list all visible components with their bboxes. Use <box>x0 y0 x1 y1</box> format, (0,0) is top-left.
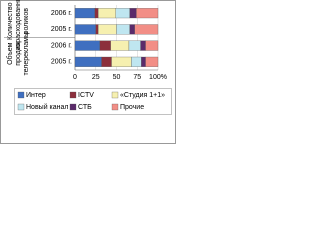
bar-segment <box>101 56 112 67</box>
legend-swatch <box>17 103 25 111</box>
x-tick-label: 25 <box>92 74 100 81</box>
bar-segment <box>99 40 111 51</box>
frame <box>0 0 176 144</box>
bar-segment <box>145 56 159 67</box>
y-tick-label: 2006 г. <box>51 10 72 17</box>
bar-segment <box>129 8 137 19</box>
group-label: телерекламы <box>23 32 30 76</box>
bar-segment <box>145 40 159 51</box>
x-tick-label: 75 <box>133 74 141 81</box>
legend-swatch <box>17 91 25 99</box>
bar-segment <box>74 40 101 51</box>
x-tick-label: 50 <box>113 74 121 81</box>
group-label: Количество <box>7 2 14 40</box>
group-label: Объем <box>6 42 14 64</box>
bar-segment <box>74 24 96 35</box>
bar-segment <box>128 40 141 51</box>
bar-segment <box>140 40 146 51</box>
x-tick-label: 100% <box>149 74 167 81</box>
bar-segment <box>111 56 132 67</box>
bar-segment <box>98 24 117 35</box>
legend-swatch <box>111 91 119 99</box>
group-label: израсходованных <box>15 0 22 50</box>
legend-swatch <box>69 91 77 99</box>
x-tick-label: 0 <box>73 74 77 81</box>
bar-segment <box>115 8 130 19</box>
bar-segment <box>136 8 159 19</box>
chart: 0 25 50 75 100% 2006 г. 2005 г. 2006 г. 2005 г. К… <box>0 0 176 144</box>
legend-label: Прочие <box>120 104 144 111</box>
legend-label: Новый канал <box>26 103 69 111</box>
y-tick-label: 2006 г. <box>51 42 72 49</box>
bar-segment <box>98 8 116 19</box>
bar-segment <box>94 8 99 19</box>
group-label: продаж <box>15 41 22 65</box>
bar-segment <box>131 56 142 67</box>
y-tick-label: 2005 г. <box>51 59 72 66</box>
bar-segment <box>74 56 102 67</box>
bar-segment <box>141 56 146 67</box>
group-label: роликов <box>23 8 30 35</box>
bar-segment <box>110 40 130 51</box>
bar-segment <box>74 8 96 19</box>
y-tick-label: 2005 г. <box>51 26 72 33</box>
legend-label: ICTV <box>78 92 94 99</box>
bar-segment <box>129 24 135 35</box>
legend-box <box>14 88 172 115</box>
legend-label: Интер <box>26 92 46 99</box>
legend-label: «Студия 1+1» <box>120 92 165 99</box>
bar-segment <box>134 24 159 35</box>
bar-segment <box>116 24 130 35</box>
legend-swatch <box>69 103 77 111</box>
legend-swatch <box>111 103 119 111</box>
legend-label: СТБ <box>78 104 92 111</box>
bar-segment <box>95 24 99 35</box>
